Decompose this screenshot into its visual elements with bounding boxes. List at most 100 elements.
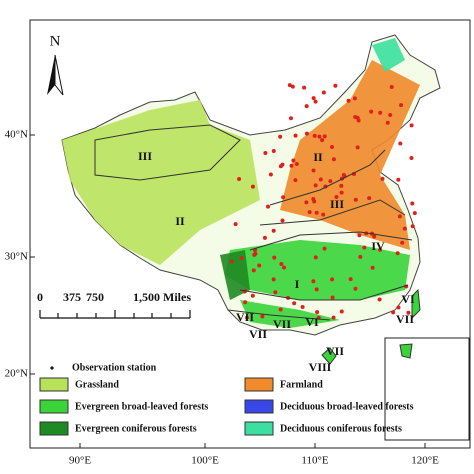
station-dot — [237, 176, 242, 181]
land-cover-patch — [240, 300, 340, 328]
station-dot — [406, 310, 411, 315]
legend-swatch — [39, 377, 69, 392]
station-dot — [243, 300, 248, 305]
station-dot — [304, 200, 309, 205]
region-label: VII — [273, 317, 291, 331]
station-dot — [250, 293, 255, 298]
region-label: IV — [371, 239, 385, 253]
region-label: I — [295, 277, 300, 291]
station-dot — [311, 96, 316, 101]
station-dot — [396, 305, 401, 310]
station-dot — [402, 226, 407, 231]
station-dot — [293, 133, 298, 138]
station-dot — [280, 162, 285, 167]
region-label: III — [138, 149, 152, 163]
station-dot — [302, 85, 307, 90]
scale-label: 0 — [37, 290, 43, 304]
island — [411, 288, 421, 320]
station-dot — [377, 297, 382, 302]
scale-label: 1,500 Miles — [133, 290, 191, 304]
station-dot — [280, 218, 285, 223]
station-dot — [312, 133, 317, 138]
station-dot — [250, 184, 255, 189]
land-cover-patch — [225, 240, 410, 300]
station-dot — [271, 228, 276, 233]
land-cover-patch — [220, 250, 250, 300]
legend-label: Farmland — [280, 379, 323, 390]
station-dot — [409, 155, 414, 160]
station-dot — [385, 120, 390, 125]
station-dot — [268, 172, 273, 177]
station-dot — [278, 307, 283, 312]
station-dot — [339, 190, 344, 195]
station-dot — [239, 255, 244, 260]
region-label: VIII — [309, 360, 332, 374]
station-dot — [282, 265, 287, 270]
inset-map — [384, 337, 470, 441]
station-dot — [288, 116, 293, 121]
station-dot — [315, 310, 320, 315]
region-label: VII — [396, 312, 414, 326]
station-dot — [370, 265, 375, 270]
station-dot — [300, 305, 305, 310]
station-dot — [253, 251, 258, 256]
station-dot — [229, 259, 234, 264]
station-dot — [353, 114, 358, 119]
station-dot — [244, 315, 249, 320]
station-dot — [317, 134, 322, 139]
station-dot — [378, 110, 383, 115]
north-arrow — [47, 54, 64, 96]
station-dot — [278, 134, 283, 139]
station-dot — [318, 177, 323, 182]
station-dot — [372, 234, 377, 239]
station-dot — [322, 246, 327, 251]
station-dot — [279, 261, 284, 266]
scale-bar — [39, 310, 191, 319]
legend-dot — [50, 366, 54, 370]
station-dot — [314, 210, 319, 215]
station-dot — [290, 84, 295, 89]
station-dot — [322, 134, 327, 139]
station-dot — [339, 309, 344, 314]
lat-label: 40°N — [5, 129, 28, 141]
station-dot — [380, 176, 385, 181]
legend-label: Evergreen broad-leaved forests — [75, 401, 208, 412]
region-label: VII — [249, 327, 267, 341]
station-dot — [391, 310, 396, 315]
station-dot — [311, 279, 316, 284]
lon-label: 100°E — [191, 455, 219, 467]
station-dot — [257, 263, 262, 268]
station-dot — [389, 84, 394, 89]
station-dot — [313, 183, 318, 188]
station-dot — [329, 144, 334, 149]
land-cover-patch — [372, 38, 405, 72]
station-dot — [388, 112, 393, 117]
station-dot — [321, 212, 326, 217]
station-dot — [352, 96, 357, 101]
station-dot — [355, 145, 360, 150]
region-label: II — [175, 214, 185, 228]
station-dot — [292, 301, 297, 306]
region-label: VII — [236, 310, 254, 324]
station-dot — [311, 168, 316, 173]
station-dot — [307, 210, 312, 215]
station-dot — [287, 83, 292, 88]
station-dot — [400, 240, 405, 245]
station-dot — [311, 196, 316, 201]
legend-label: Grassland — [75, 379, 119, 390]
station-dot — [358, 254, 363, 259]
station-dot — [341, 172, 346, 177]
station-dot — [409, 123, 414, 128]
station-dot — [271, 149, 276, 154]
legend-label: Evergreen coniferous forests — [75, 423, 197, 434]
station-dot — [356, 118, 361, 123]
station-dot — [353, 197, 358, 202]
legend-swatch — [244, 421, 274, 436]
legend-label: Observation station — [72, 362, 157, 373]
region-label: II — [313, 150, 323, 164]
station-dot — [328, 179, 333, 184]
station-dot — [251, 268, 256, 273]
station-dot — [262, 235, 267, 240]
station-dot — [348, 277, 353, 282]
